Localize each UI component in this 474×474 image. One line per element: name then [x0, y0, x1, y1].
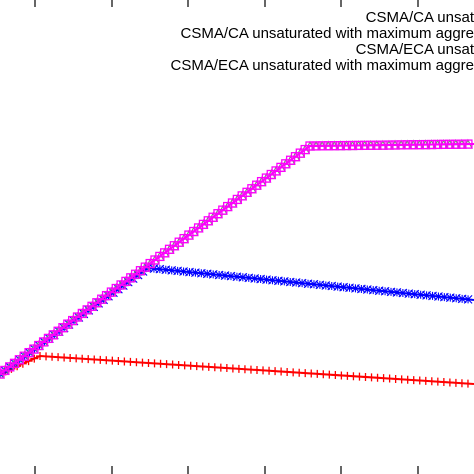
series-2-marker-71: [386, 287, 396, 297]
series-2-marker-66: [356, 284, 366, 294]
series-1-marker-78: [463, 379, 472, 388]
series-2-marker-36: [179, 267, 188, 276]
series-2-marker-70: [380, 286, 390, 296]
series-2-marker-42: [214, 270, 224, 280]
series-4-line: [0, 143, 474, 375]
series-2-marker-74: [404, 289, 414, 298]
series-2-marker-43: [220, 271, 230, 280]
series-2-marker-79: [434, 292, 443, 301]
series-2-marker-35: [173, 266, 183, 276]
series-2-marker-52: [274, 276, 283, 286]
series-4-marker-69: [335, 140, 346, 151]
series-4-marker-71: [347, 140, 358, 151]
series-2-marker-78: [428, 291, 437, 301]
series-4-marker-83: [420, 139, 431, 150]
series-4-marker-86: [438, 139, 449, 150]
series-4-marker-65: [311, 141, 321, 151]
series-2-marker-40: [202, 269, 212, 279]
series-4-marker-76: [378, 140, 388, 150]
series-2-marker-53: [279, 276, 289, 286]
series-4-marker-68: [329, 141, 339, 151]
series-2-marker-76: [416, 290, 426, 300]
series-4-marker-87: [445, 139, 455, 149]
series-2-marker-39: [196, 268, 206, 278]
series-2-marker-45: [232, 272, 242, 282]
series-4-marker-74: [366, 140, 376, 150]
series-4-marker-64: [305, 141, 315, 151]
series-4-marker-78: [390, 140, 400, 150]
series-2-marker-32: [155, 264, 165, 274]
series-layer: [0, 138, 474, 388]
series-2-marker-58: [309, 279, 319, 289]
series-2-marker-62: [333, 282, 343, 292]
series-2-marker-80: [439, 292, 449, 302]
series-4-marker-79: [396, 140, 406, 150]
series-2-marker-54: [285, 277, 295, 287]
series-2-marker-38: [191, 268, 200, 278]
legend-entry-4: CSMA/ECA unsaturated with maximum aggre: [171, 57, 474, 74]
series-4-marker-72: [353, 140, 364, 151]
series-2-marker-67: [362, 285, 372, 294]
series-4-marker-66: [317, 141, 327, 151]
series-2-marker-68: [368, 285, 378, 295]
series-2-marker-50: [262, 275, 271, 285]
series-2-marker-83: [457, 294, 467, 304]
series-4-marker-88: [451, 139, 461, 149]
series-4-marker-80: [402, 140, 412, 150]
series-2-marker-77: [422, 290, 431, 300]
series-2-marker-84: [463, 295, 473, 304]
series-2-marker-46: [238, 272, 248, 282]
series-2-marker-60: [321, 281, 331, 290]
series-2-marker-47: [244, 273, 254, 283]
series-2-marker-44: [226, 271, 236, 281]
series-2-marker-48: [250, 274, 260, 283]
series-4-marker-77: [384, 140, 394, 150]
series-4-marker-82: [414, 140, 424, 150]
series-4-marker-75: [372, 140, 382, 150]
series-4-marker-84: [426, 139, 437, 150]
series-2-marker-56: [297, 278, 307, 288]
series-2-marker-37: [185, 267, 194, 277]
series-2-marker-59: [315, 280, 325, 290]
series-2-marker-41: [208, 270, 218, 279]
legend-entry-1: CSMA/CA unsat: [366, 9, 474, 26]
series-4-marker-89: [457, 139, 467, 149]
series-4-marker-70: [341, 140, 352, 151]
series-2-marker-73: [398, 288, 408, 298]
series-4-marker-73: [360, 140, 370, 150]
series-2-marker-55: [291, 278, 301, 287]
series-2-marker-31: [149, 264, 159, 273]
series-2-marker-65: [351, 283, 360, 293]
series-4-marker-81: [408, 140, 418, 150]
series-2-marker-51: [268, 275, 277, 285]
series-2-marker-33: [161, 265, 171, 275]
series-2-marker-61: [327, 281, 337, 291]
series-2-marker-75: [410, 289, 420, 299]
legend-entry-2: CSMA/CA unsaturated with maximum aggre: [181, 25, 474, 42]
series-2-marker-69: [374, 286, 384, 296]
series-4: [0, 139, 474, 379]
series-2-marker-72: [392, 288, 402, 297]
legend-entry-3: CSMA/ECA unsat: [356, 41, 474, 58]
axis-ticks: [34, 0, 419, 474]
series-2-marker-49: [256, 274, 266, 284]
series-4-marker-90: [463, 139, 473, 149]
series-4-marker-85: [432, 139, 443, 150]
series-2-marker-34: [167, 265, 177, 275]
legend: CSMA/CA unsat CSMA/CA unsaturated with m…: [171, 9, 474, 74]
series-2-marker-63: [339, 282, 348, 292]
series-4-marker-67: [323, 141, 333, 151]
series-2-marker-81: [445, 293, 455, 303]
series-1-marker-6: [30, 354, 39, 363]
series-2-marker-57: [303, 279, 313, 289]
series-2-marker-64: [345, 283, 354, 293]
series-2-marker-82: [451, 293, 461, 303]
